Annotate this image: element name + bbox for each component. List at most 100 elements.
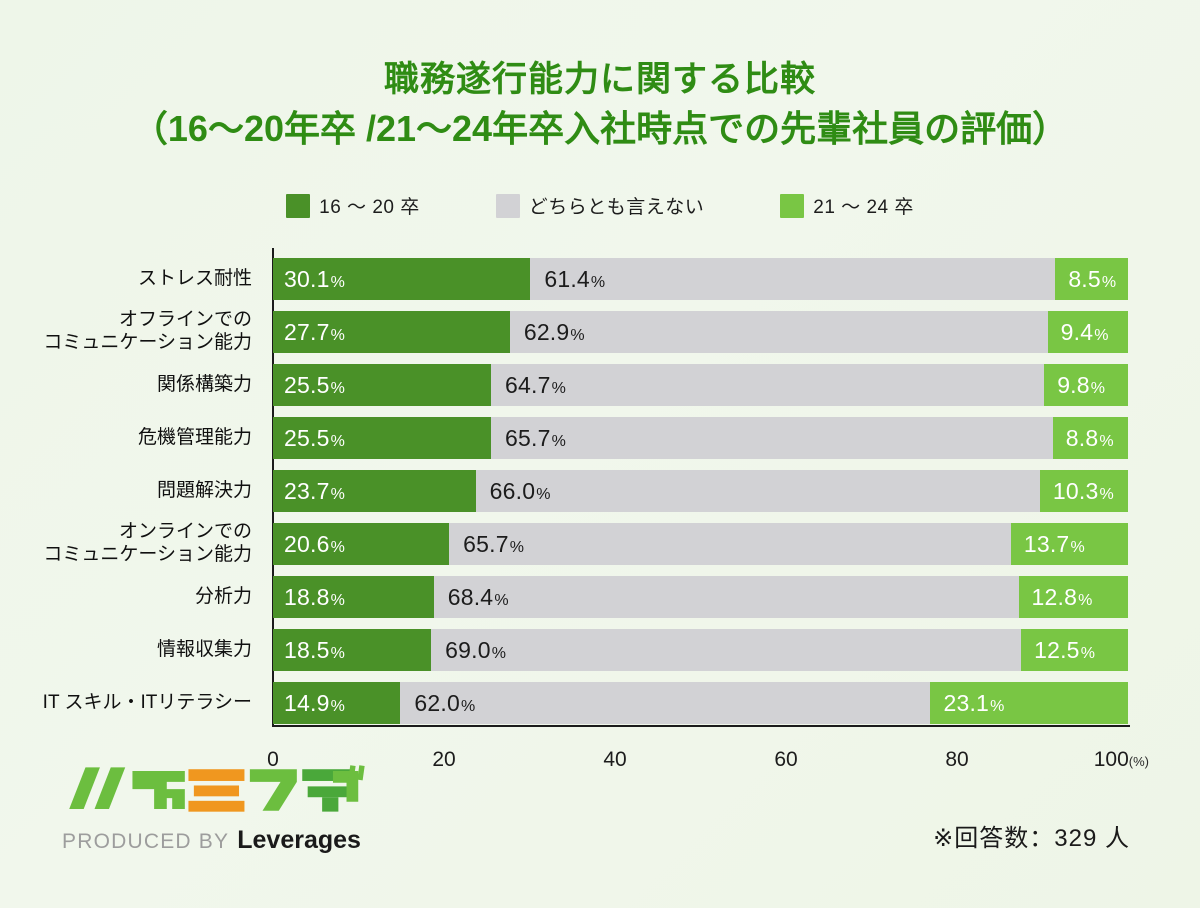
legend-item: どちらとも言えない [495,192,705,219]
table-row: 25.5% 65.7% 8.8% [273,417,1128,459]
category-label: 関係構築力 [0,364,262,406]
bar-value-label: 65.7% [505,424,567,451]
category-label: 危機管理能力 [0,417,262,459]
bar-value-label: 10.3% [1052,477,1114,504]
bar-segment: 65.7% [491,417,1053,459]
brand-logo-block: PRODUCED BY Leverages [62,762,462,855]
category-label: オンラインでの コミュニケーション能力 [0,521,262,565]
bar-segment: 20.6% [273,523,450,565]
x-axis-unit-label: (%) [1128,754,1150,769]
bar-value-label: 61.4% [544,265,606,292]
chart-plot-area: ストレス耐性オフラインでの コミュニケーション能力関係構築力危機管理能力問題解決力… [0,248,1200,748]
bar-segment: 8.5% [1055,258,1128,300]
category-label: 問題解決力 [0,470,262,512]
bar-segment: 14.9% [273,682,401,724]
bar-segment: 25.5% [273,364,492,406]
category-label: 分析力 [0,576,262,618]
chart-title-line-2: （16〜20年卒 /21〜24年卒入社時点での先輩社員の評価） [131,107,1069,149]
table-row: 23.7% 66.0% 10.3% [273,470,1128,512]
category-label: 情報収集力 [0,629,262,671]
bar-segment: 61.4% [530,258,1056,300]
bar-value-label: 23.1% [943,689,1005,716]
respondents-note: ※回答数：329 人 [933,825,1130,852]
legend-item-label: どちらとも言えない [528,197,705,218]
bar-value-label: 66.0% [489,477,551,504]
bar-value-label: 8.8% [1065,424,1114,451]
x-axis-line [272,725,1130,727]
bar-value-label: 27.7% [284,318,346,345]
bar-value-label: 68.4% [447,583,509,610]
category-label-text: 問題解決力 [156,479,252,501]
bar-value-label: 13.7% [1023,530,1085,557]
x-axis-tick-label: 40 [603,748,627,771]
legend-item-label: 16 〜 20 卒 [319,197,420,218]
x-axis-tick-label: 0 [267,748,279,771]
bar-segment: 23.7% [273,470,476,512]
bar-segment: 12.5% [1021,629,1128,671]
bar-value-label: 12.8% [1031,583,1093,610]
bar-segment: 23.1% [930,682,1128,724]
bar-value-label: 18.8% [284,583,346,610]
bar-segment: 68.4% [433,576,1019,618]
bar-segment: 9.4% [1047,311,1128,353]
bar-value-label: 62.0% [414,689,476,716]
legend-item-label: 21 〜 24 卒 [813,197,914,218]
chart-legend: 16 〜 20 卒 どちらとも言えない 21 〜 24 卒 [0,192,1200,219]
bars-container: 30.1% 61.4% 8.5% 27.7% 62.9% 9.4% 25.5% 64.7% 9.… [273,248,1128,726]
bar-segment: 12.8% [1018,576,1128,618]
category-label-text: 情報収集力 [156,638,252,660]
bar-value-label: 20.6% [284,530,346,557]
bar-segment: 62.9% [509,311,1048,353]
hataractive-logo-icon [69,765,365,812]
category-label: オフラインでの コミュニケーション能力 [0,309,262,353]
bar-segment: 18.8% [273,576,434,618]
table-row: 14.9% 62.0% 23.1% [273,682,1128,724]
bar-value-label: 62.9% [523,318,585,345]
bar-value-label: 64.7% [505,371,567,398]
bar-segment: 25.5% [273,417,492,459]
bar-segment: 8.8% [1052,417,1128,459]
legend-swatch-icon [495,193,520,218]
table-row: 18.5% 69.0% 12.5% [273,629,1128,671]
category-label-text: 危機管理能力 [137,426,252,448]
category-axis-labels: ストレス耐性オフラインでの コミュニケーション能力関係構築力危機管理能力問題解決力… [0,248,262,726]
table-row: 25.5% 64.7% 9.8% [273,364,1128,406]
x-axis-tick-label: 100(%) [1093,748,1150,771]
bar-segment: 64.7% [491,364,1045,406]
bar-segment: 27.7% [273,311,510,353]
bar-value-label: 69.0% [445,636,507,663]
category-label-text: IT スキル・ITリテラシー [42,691,252,713]
x-axis-tick-labels: 0 20 40 60 80 100(%) [0,748,1200,782]
legend-swatch-icon [780,193,805,218]
table-row: 30.1% 61.4% 8.5% [273,258,1128,300]
bar-segment: 30.1% [273,258,531,300]
bar-segment: 69.0% [431,629,1022,671]
legend-item: 16 〜 20 卒 [286,192,420,219]
category-label: IT スキル・ITリテラシー [0,682,262,724]
bar-value-label: 12.5% [1034,636,1096,663]
bar-value-label: 9.4% [1060,318,1109,345]
bar-segment: 9.8% [1044,364,1128,406]
bar-value-label: 30.1% [284,265,346,292]
bar-value-label: 23.7% [284,477,346,504]
brand-name: Leverages [237,826,361,854]
table-row: 27.7% 62.9% 9.4% [273,311,1128,353]
bar-value-label: 18.5% [284,636,346,663]
produced-by-label: PRODUCED BY [62,830,230,853]
category-label-text: 分析力 [194,585,252,607]
logo-subtitle: PRODUCED BY Leverages [62,826,462,855]
x-axis-tick-label: 20 [432,748,456,771]
category-label-text: ストレス耐性 [137,267,252,289]
bar-value-label: 14.9% [284,689,346,716]
x-axis-tick-label: 60 [774,748,798,771]
bar-value-label: 25.5% [284,424,346,451]
bar-value-label: 8.5% [1068,265,1117,292]
category-label-text: 関係構築力 [156,373,252,395]
table-row: 20.6% 65.7% 13.7% [273,523,1128,565]
category-label-text: オンラインでの コミュニケーション能力 [43,521,252,565]
chart-title: 職務遂行能力に関する比較 （16〜20年卒 /21〜24年卒入社時点での先輩社員… [0,58,1200,153]
bar-value-label: 9.8% [1057,371,1106,398]
category-label-text: オフラインでの コミュニケーション能力 [43,309,252,353]
table-row: 18.8% 68.4% 12.8% [273,576,1128,618]
